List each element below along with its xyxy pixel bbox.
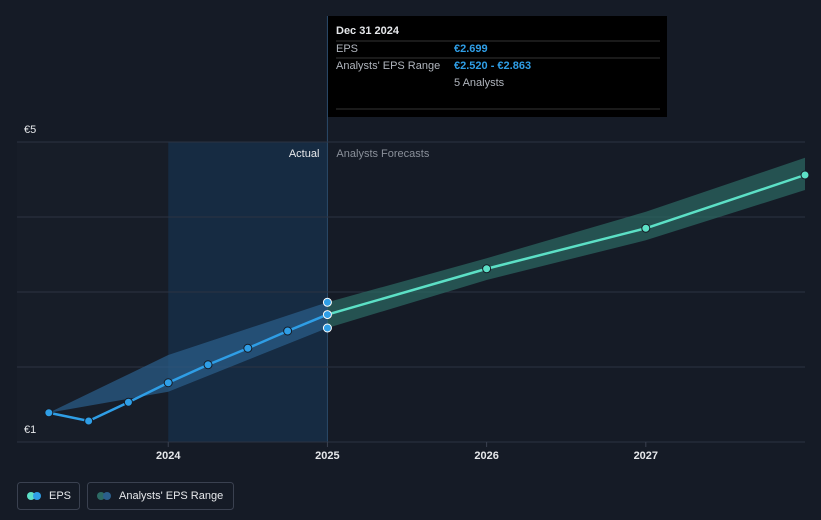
eps-point xyxy=(641,223,651,233)
region-label: Actual xyxy=(289,148,320,160)
y-tick-label: €5 xyxy=(24,124,36,136)
x-tick-label: 2025 xyxy=(315,450,339,462)
eps-point xyxy=(84,416,94,426)
eps-point xyxy=(482,264,492,274)
eps-line xyxy=(48,313,328,423)
legend-swatch xyxy=(97,492,105,500)
range-band xyxy=(327,157,805,328)
legend: EPS Analysts' EPS Range xyxy=(17,482,234,510)
tooltip-label: Analysts' EPS Range xyxy=(336,60,440,72)
eps-point xyxy=(163,378,173,388)
tooltip-value: €2.520 - €2.863 xyxy=(454,60,531,72)
legend-item[interactable] xyxy=(87,482,234,510)
legend-item[interactable] xyxy=(17,482,80,510)
tooltip: Dec 31 2024 EPS €2.699 Analysts' EPS Ran… xyxy=(328,16,667,117)
eps-point xyxy=(44,408,54,418)
hover-point xyxy=(322,310,332,320)
y-tick-label: €1 xyxy=(24,424,36,436)
region-label: Analysts Forecasts xyxy=(336,148,429,160)
x-tick-label: 2026 xyxy=(474,450,498,462)
tooltip-analysts: 5 Analysts xyxy=(454,77,505,89)
x-tick-label: 2024 xyxy=(156,450,181,462)
legend-label: Analysts' EPS Range xyxy=(119,490,223,502)
eps-point xyxy=(800,170,810,180)
eps-point xyxy=(283,326,293,336)
eps-point xyxy=(203,360,213,370)
range-point xyxy=(322,297,332,307)
legend-swatch xyxy=(103,492,111,500)
eps-point xyxy=(243,343,253,353)
tooltip-label: EPS xyxy=(336,43,358,55)
legend-label: EPS xyxy=(49,490,71,502)
range-point xyxy=(322,323,332,333)
plot: €1 €5 2024 2025 2026 2027 Actual Analysts Forec… xyxy=(17,16,810,462)
x-tick-label: 2027 xyxy=(634,450,658,462)
legend-swatch xyxy=(33,492,41,500)
eps-line xyxy=(327,173,806,316)
eps-point xyxy=(123,397,133,407)
tooltip-value: €2.699 xyxy=(454,43,488,55)
tooltip-date: Dec 31 2024 xyxy=(336,25,400,37)
tooltip-box xyxy=(328,16,667,117)
range-band xyxy=(48,302,328,413)
legend-swatch xyxy=(27,492,35,500)
